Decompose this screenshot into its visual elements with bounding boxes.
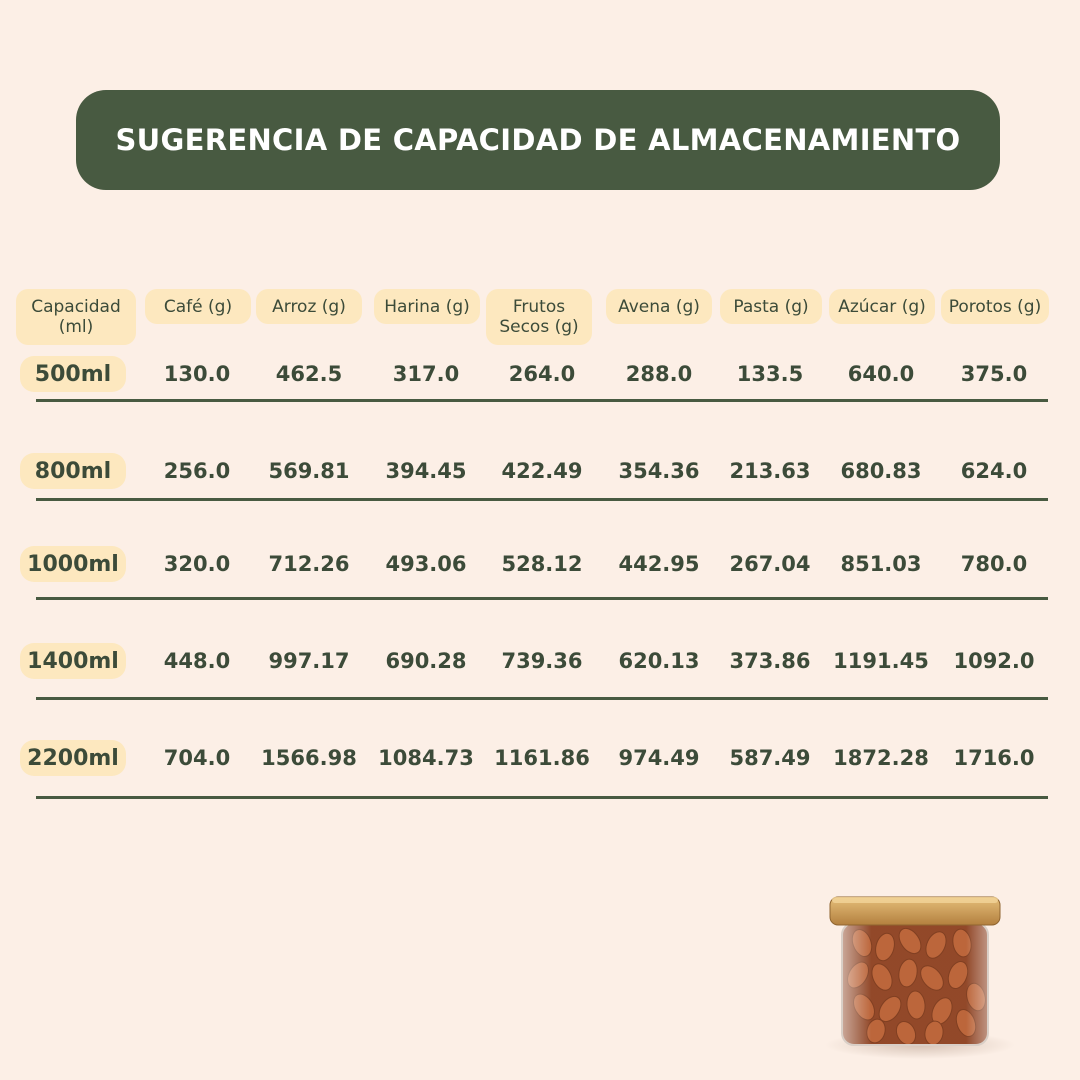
- row-divider: [36, 597, 1048, 600]
- value-azucar: 1191.45: [833, 649, 929, 673]
- value-porotos: 1092.0: [953, 649, 1035, 673]
- value-frutos-secos: 1161.86: [494, 746, 590, 770]
- value-pasta: 133.5: [736, 362, 804, 386]
- header-azucar: Azúcar (g): [829, 289, 935, 324]
- value-azucar: 680.83: [840, 459, 922, 483]
- table-row: 1400ml 448.0 997.17 690.28 739.36 620.13…: [0, 643, 1080, 683]
- value-azucar: 851.03: [840, 552, 922, 576]
- value-pasta: 213.63: [729, 459, 811, 483]
- value-harina: 317.0: [392, 362, 460, 386]
- row-divider: [36, 498, 1048, 501]
- value-porotos: 1716.0: [953, 746, 1035, 770]
- capacity-badge: 1000ml: [20, 546, 126, 582]
- header-frutos-secos: Frutos Secos (g): [486, 289, 592, 345]
- header-capacity: Capacidad (ml): [16, 289, 136, 345]
- table-row: 800ml 256.0 569.81 394.45 422.49 354.36 …: [0, 453, 1080, 493]
- value-porotos: 624.0: [960, 459, 1028, 483]
- value-frutos-secos: 739.36: [501, 649, 583, 673]
- value-pasta: 267.04: [729, 552, 811, 576]
- table-row: 500ml 130.0 462.5 317.0 264.0 288.0 133.…: [0, 356, 1080, 396]
- value-cafe: 256.0: [163, 459, 231, 483]
- value-avena: 288.0: [625, 362, 693, 386]
- value-arroz: 712.26: [268, 552, 350, 576]
- row-divider: [36, 796, 1048, 799]
- almond-jar-icon: [825, 896, 1015, 1059]
- value-harina: 394.45: [385, 459, 467, 483]
- header-porotos: Porotos (g): [941, 289, 1049, 324]
- capacity-badge: 800ml: [20, 453, 126, 489]
- value-frutos-secos: 422.49: [501, 459, 583, 483]
- value-azucar: 1872.28: [833, 746, 929, 770]
- value-cafe: 130.0: [163, 362, 231, 386]
- value-azucar: 640.0: [847, 362, 915, 386]
- value-arroz: 997.17: [268, 649, 350, 673]
- table-row: 1000ml 320.0 712.26 493.06 528.12 442.95…: [0, 546, 1080, 586]
- value-cafe: 704.0: [163, 746, 231, 770]
- capacity-badge: 2200ml: [20, 740, 126, 776]
- value-arroz: 569.81: [268, 459, 350, 483]
- header-cafe: Café (g): [145, 289, 251, 324]
- value-frutos-secos: 528.12: [501, 552, 583, 576]
- header-harina: Harina (g): [374, 289, 480, 324]
- table-row: 2200ml 704.0 1566.98 1084.73 1161.86 974…: [0, 740, 1080, 780]
- value-avena: 354.36: [618, 459, 700, 483]
- value-avena: 442.95: [618, 552, 700, 576]
- value-harina: 1084.73: [378, 746, 474, 770]
- value-porotos: 375.0: [960, 362, 1028, 386]
- capacity-badge: 500ml: [20, 356, 126, 392]
- header-arroz: Arroz (g): [256, 289, 362, 324]
- page-title: SUGERENCIA DE CAPACIDAD DE ALMACENAMIENT…: [115, 123, 961, 157]
- value-harina: 493.06: [385, 552, 467, 576]
- row-divider: [36, 399, 1048, 402]
- value-harina: 690.28: [385, 649, 467, 673]
- header-pasta: Pasta (g): [720, 289, 822, 324]
- value-pasta: 373.86: [729, 649, 811, 673]
- value-arroz: 462.5: [275, 362, 343, 386]
- value-pasta: 587.49: [729, 746, 811, 770]
- header-avena: Avena (g): [606, 289, 712, 324]
- value-porotos: 780.0: [960, 552, 1028, 576]
- row-divider: [36, 697, 1048, 700]
- value-cafe: 448.0: [163, 649, 231, 673]
- value-cafe: 320.0: [163, 552, 231, 576]
- value-frutos-secos: 264.0: [508, 362, 576, 386]
- value-arroz: 1566.98: [261, 746, 357, 770]
- title-banner: SUGERENCIA DE CAPACIDAD DE ALMACENAMIENT…: [76, 90, 1000, 190]
- capacity-badge: 1400ml: [20, 643, 126, 679]
- value-avena: 620.13: [618, 649, 700, 673]
- value-avena: 974.49: [618, 746, 700, 770]
